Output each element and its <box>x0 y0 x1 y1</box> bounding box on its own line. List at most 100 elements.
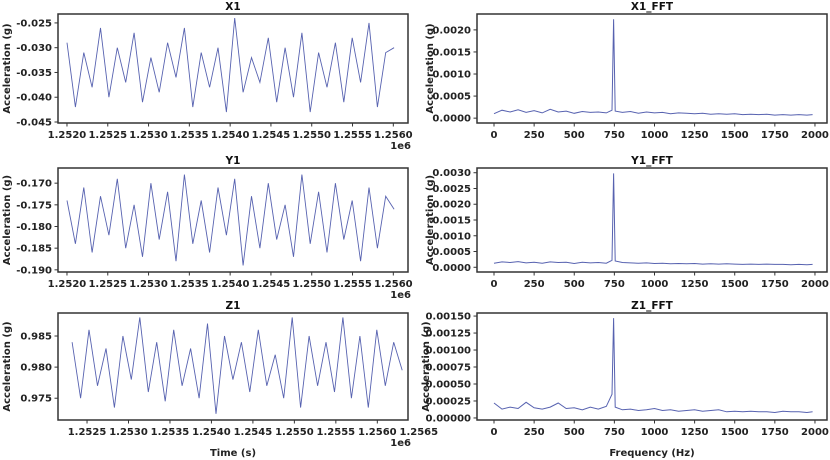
y-tick-label: -0.185 <box>16 244 52 255</box>
x-tick-label: 1.2535 <box>170 279 209 290</box>
x-tick-label: 1750 <box>761 427 789 438</box>
y-tick-label: 0.00100 <box>425 346 471 357</box>
x-tick-label: 1000 <box>641 279 669 290</box>
y-tick-label: 0.00150 <box>425 312 471 323</box>
axes-frame <box>57 13 409 124</box>
y-axis-label: Acceleration (g) <box>425 175 436 265</box>
x-tick-label: 500 <box>564 130 585 141</box>
y-tick-label: 0.00000 <box>425 413 471 424</box>
x-tick-label: 750 <box>604 130 625 141</box>
x-tick-label: 0 <box>491 427 498 438</box>
x-tick-label: 1000 <box>641 130 669 141</box>
series-line <box>493 318 813 414</box>
x-tick-label: 500 <box>564 427 585 438</box>
x-tick-label: 1.2560 <box>358 427 397 438</box>
y-tick-label: -0.175 <box>16 200 52 211</box>
x-tick-label: 1.2520 <box>48 130 87 141</box>
x-offset-text: 1e6 <box>390 141 411 152</box>
y-tick-label: 0.0000 <box>432 114 471 125</box>
x-tick-label: 250 <box>524 279 545 290</box>
subplot-title: Y1_FFT <box>630 155 674 167</box>
x-tick-label: 1.2540 <box>211 279 250 290</box>
y-tick-label: 0.985 <box>20 332 52 343</box>
x-tick-label: 1000 <box>641 427 669 438</box>
subplot-x1-fft: 0 250 500 750 1000 1250 1500 1750 2000 0.0020 0.00… <box>425 1 829 141</box>
y-tick-label: 0.0010 <box>432 70 471 81</box>
x-tick-label: 1.2530 <box>109 427 148 438</box>
y-tick-label: 0.980 <box>20 363 52 374</box>
subplot-title: Y1 <box>225 155 241 167</box>
subplot-title: X1 <box>225 1 240 13</box>
x-tick-label: 1.2560 <box>374 130 413 141</box>
x-tick-label: 1.2535 <box>170 130 209 141</box>
x-tick-label: 2000 <box>801 130 829 141</box>
x-tick-label: 1.2550 <box>292 279 331 290</box>
x-tick-label: 1.2555 <box>317 427 356 438</box>
x-tick-label: 250 <box>524 427 545 438</box>
x-tick-label: 1250 <box>681 130 709 141</box>
y-tick-label: 0.0015 <box>432 216 471 227</box>
series-line <box>66 174 395 266</box>
y-tick-label: -0.190 <box>16 265 52 276</box>
series-line <box>71 317 403 414</box>
x-tick-label: 500 <box>564 279 585 290</box>
x-tick-label: 1.2535 <box>151 427 190 438</box>
subplot-title: Z1_FFT <box>631 300 674 312</box>
y-axis-label: Acceleration (g) <box>2 321 13 411</box>
y-tick-label: 0.0025 <box>432 184 471 195</box>
y-axis-label: Acceleration (g) <box>425 23 436 113</box>
x-axis-label: Time (s) <box>210 448 256 459</box>
x-offset-text: 1e6 <box>390 290 411 301</box>
y-tick-label: 0.0020 <box>432 25 471 36</box>
y-tick-label: -0.180 <box>16 222 52 233</box>
x-offset-text: 1e6 <box>390 438 411 449</box>
axes-frame <box>476 312 828 421</box>
subplot-y1: 1.2520 1.2525 1.2530 1.2535 1.2540 1.2545 1.25… <box>2 155 413 301</box>
x-tick-label: 1.2550 <box>275 427 314 438</box>
axes-frame <box>57 312 409 421</box>
x-tick-label: 1500 <box>721 130 749 141</box>
y-tick-label: -0.025 <box>16 18 52 29</box>
axes-frame <box>476 167 828 273</box>
axes-frame <box>476 13 828 124</box>
x-tick-label: 1.2530 <box>129 130 168 141</box>
x-tick-label: 1.2525 <box>68 427 107 438</box>
subplot-y1-fft: 0 250 500 750 1000 1250 1500 1750 2000 0.0030 0.00… <box>425 155 829 290</box>
y-tick-label: 0.0000 <box>432 263 471 274</box>
x-tick-label: 1.2540 <box>211 130 250 141</box>
y-tick-label: 0.0005 <box>432 92 471 103</box>
x-tick-label: 250 <box>524 130 545 141</box>
y-tick-label: 0.00075 <box>425 363 471 374</box>
x-tick-label: 1.2520 <box>48 279 87 290</box>
x-tick-label: 1.2550 <box>292 130 331 141</box>
x-tick-label: 1250 <box>681 279 709 290</box>
x-tick-label: 1500 <box>721 279 749 290</box>
x-tick-label: 1.2560 <box>374 279 413 290</box>
y-axis-label: Acceleration (g) <box>421 321 432 411</box>
x-tick-label: 1.2555 <box>333 130 372 141</box>
y-tick-label: 0.975 <box>20 394 52 405</box>
y-tick-label: -0.045 <box>16 118 52 129</box>
x-tick-label: 1.2525 <box>88 130 127 141</box>
x-tick-label: 750 <box>604 279 625 290</box>
y-tick-label: 0.0030 <box>432 168 471 179</box>
x-tick-label: 1250 <box>681 427 709 438</box>
y-tick-label: 0.0015 <box>432 47 471 58</box>
x-tick-label: 1.2525 <box>88 279 127 290</box>
subplot-x1: 1.2520 1.2525 1.2530 1.2535 1.2540 1.2545 1.25… <box>2 1 413 152</box>
x-tick-label: 750 <box>604 427 625 438</box>
x-tick-label: 2000 <box>801 427 829 438</box>
y-tick-label: 0.00125 <box>425 329 471 340</box>
y-tick-label: 0.00025 <box>425 396 471 407</box>
x-tick-label: 2000 <box>801 279 829 290</box>
series-line <box>66 17 395 113</box>
axes-frame <box>57 167 409 273</box>
x-tick-label: 1.2565 <box>399 427 438 438</box>
subplot-z1: 1.2525 1.2530 1.2535 1.2540 1.2545 1.2550 1.25… <box>2 300 438 459</box>
y-tick-label: 0.0010 <box>432 231 471 242</box>
y-axis-label: Acceleration (g) <box>2 175 13 265</box>
y-tick-label: -0.040 <box>16 93 52 104</box>
subplot-title: Z1 <box>226 300 241 312</box>
y-tick-label: 0.0005 <box>432 247 471 258</box>
